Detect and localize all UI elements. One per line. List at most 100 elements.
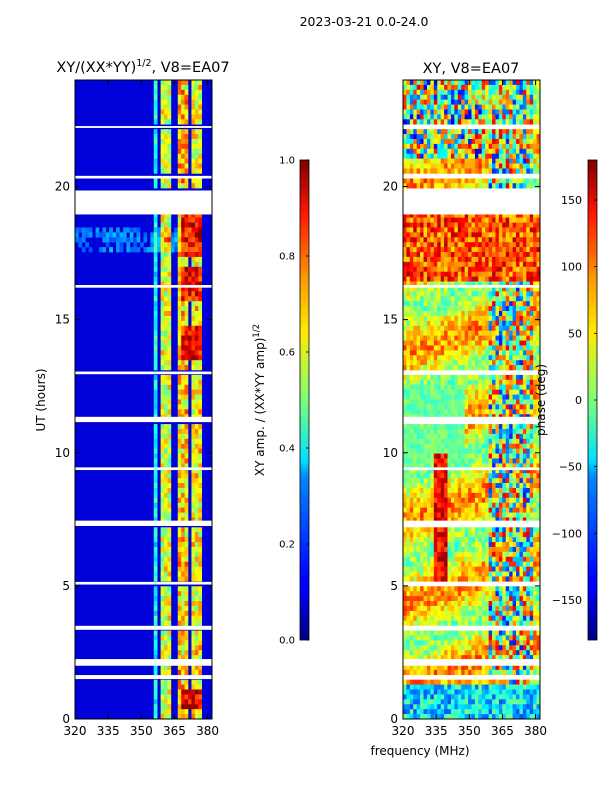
phase-heatmap-cell bbox=[417, 223, 421, 228]
phase-heatmap-cell bbox=[533, 272, 537, 277]
phase-heatmap-cell bbox=[526, 532, 530, 537]
phase-heatmap-cell bbox=[475, 572, 479, 577]
phase-heatmap-cell bbox=[495, 168, 499, 173]
phase-heatmap-cell bbox=[406, 547, 410, 552]
phase-heatmap-cell bbox=[492, 326, 496, 331]
phase-heatmap-cell bbox=[509, 542, 513, 547]
phase-heatmap-cell bbox=[502, 404, 506, 409]
phase-heatmap-cell bbox=[454, 508, 458, 513]
amplitude-heatmap-cell bbox=[167, 650, 171, 655]
phase-heatmap-cell bbox=[420, 316, 424, 321]
amplitude-heatmap-cell bbox=[185, 621, 189, 626]
phase-heatmap-cell bbox=[461, 429, 465, 434]
phase-heatmap-cell bbox=[533, 168, 537, 173]
phase-heatmap-cell bbox=[437, 345, 441, 350]
phase-heatmap-cell bbox=[485, 326, 489, 331]
phase-heatmap-cell bbox=[437, 567, 441, 572]
phase-heatmap-cell bbox=[489, 336, 493, 341]
amplitude-heatmap-cell bbox=[185, 572, 189, 577]
phase-heatmap-cell bbox=[434, 252, 438, 257]
phase-heatmap-cell bbox=[475, 149, 479, 154]
amplitude-heatmap-cell bbox=[178, 365, 182, 370]
phase-heatmap-cell bbox=[454, 159, 458, 164]
phase-heatmap-cell bbox=[513, 154, 517, 159]
phase-heatmap-cell bbox=[430, 576, 434, 581]
phase-heatmap-cell bbox=[485, 90, 489, 95]
amplitude-heatmap-cell bbox=[109, 232, 113, 237]
phase-heatmap-cell bbox=[441, 478, 445, 483]
phase-heatmap-cell bbox=[516, 409, 520, 414]
phase-heatmap-cell bbox=[485, 341, 489, 346]
phase-heatmap-cell bbox=[420, 262, 424, 267]
amplitude-heatmap-cell bbox=[154, 90, 158, 95]
phase-heatmap-cell bbox=[413, 257, 417, 262]
phase-heatmap-cell bbox=[516, 326, 520, 331]
phase-heatmap-cell bbox=[475, 395, 479, 400]
phase-heatmap-cell bbox=[478, 262, 482, 267]
amplitude-heatmap-cell bbox=[164, 601, 168, 606]
amplitude-heatmap-cell bbox=[188, 336, 192, 341]
phase-heatmap-cell bbox=[492, 232, 496, 237]
phase-heatmap-cell bbox=[482, 380, 486, 385]
phase-heatmap-cell bbox=[420, 119, 424, 124]
amplitude-heatmap-cell bbox=[161, 350, 165, 355]
phase-heatmap-cell bbox=[502, 183, 506, 188]
phase-heatmap-cell bbox=[468, 85, 472, 90]
phase-heatmap-cell bbox=[424, 277, 428, 282]
phase-heatmap-cell bbox=[451, 390, 455, 395]
phase-heatmap-cell bbox=[475, 557, 479, 562]
phase-heatmap-cell bbox=[482, 178, 486, 183]
phase-heatmap-cell bbox=[468, 105, 472, 110]
amplitude-heatmap-cell bbox=[181, 380, 185, 385]
phase-heatmap-cell bbox=[430, 375, 434, 380]
phase-heatmap-cell bbox=[410, 164, 414, 169]
phase-heatmap-cell bbox=[489, 80, 493, 85]
amplitude-heatmap-cell bbox=[164, 527, 168, 532]
phase-heatmap-cell bbox=[530, 513, 534, 518]
phase-heatmap-cell bbox=[482, 532, 486, 537]
phase-heatmap-cell bbox=[526, 178, 530, 183]
phase-heatmap-cell bbox=[444, 429, 448, 434]
amplitude-heatmap-cell bbox=[154, 542, 158, 547]
phase-heatmap-cell bbox=[406, 232, 410, 237]
phase-heatmap-cell bbox=[468, 537, 472, 542]
amplitude-heatmap-cell bbox=[185, 257, 189, 262]
amplitude-heatmap-cell bbox=[191, 95, 195, 100]
amplitude-heatmap-cell bbox=[191, 488, 195, 493]
phase-heatmap-cell bbox=[461, 508, 465, 513]
phase-heatmap-cell bbox=[417, 100, 421, 105]
phase-heatmap-cell bbox=[413, 336, 417, 341]
phase-heatmap-cell bbox=[475, 513, 479, 518]
phase-heatmap-cell bbox=[509, 178, 513, 183]
phase-heatmap-cell bbox=[526, 262, 530, 267]
phase-heatmap-cell bbox=[492, 345, 496, 350]
phase-heatmap-cell bbox=[434, 503, 438, 508]
phase-heatmap-cell bbox=[417, 168, 421, 173]
amplitude-heatmap-cell bbox=[126, 237, 130, 242]
phase-heatmap-cell bbox=[413, 547, 417, 552]
phase-heatmap-cell bbox=[478, 365, 482, 370]
phase-heatmap-cell bbox=[410, 498, 414, 503]
amplitude-heatmap-cell bbox=[188, 277, 192, 282]
phase-heatmap-cell bbox=[417, 513, 421, 518]
phase-heatmap-cell bbox=[410, 493, 414, 498]
phase-heatmap-cell bbox=[502, 306, 506, 311]
amplitude-heatmap-cell bbox=[161, 542, 165, 547]
phase-heatmap-cell bbox=[499, 365, 503, 370]
phase-heatmap-cell bbox=[478, 409, 482, 414]
phase-heatmap-cell bbox=[410, 242, 414, 247]
phase-heatmap-cell bbox=[492, 537, 496, 542]
phase-heatmap-cell bbox=[406, 400, 410, 405]
phase-heatmap-cell bbox=[413, 139, 417, 144]
phase-heatmap-cell bbox=[458, 144, 462, 149]
phase-heatmap-cell bbox=[478, 149, 482, 154]
amplitude-heatmap-cell bbox=[164, 242, 168, 247]
phase-heatmap-cell bbox=[441, 390, 445, 395]
phase-heatmap-cell bbox=[468, 409, 472, 414]
phase-heatmap-cell bbox=[530, 154, 534, 159]
amplitude-heatmap-cell bbox=[157, 247, 161, 252]
amplitude-heatmap-cell bbox=[161, 690, 165, 695]
phase-heatmap-cell bbox=[506, 424, 510, 429]
phase-heatmap-cell bbox=[417, 139, 421, 144]
amplitude-heatmap-cell bbox=[164, 704, 168, 709]
